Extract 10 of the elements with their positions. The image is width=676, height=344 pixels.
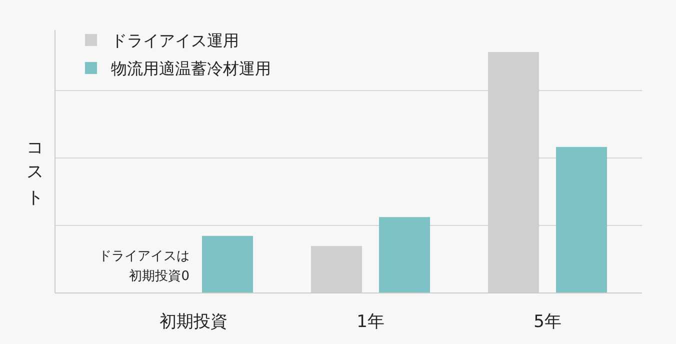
x-tick-label: 5年 xyxy=(534,312,562,332)
y-axis-title: コスト xyxy=(24,132,46,201)
bar xyxy=(202,236,253,293)
legend-label: ドライアイス運用 xyxy=(111,31,239,50)
x-tick-label: 1年 xyxy=(356,312,384,332)
bar xyxy=(379,217,430,293)
annotation: ドライアイスは初期投資0 xyxy=(98,248,190,286)
bar xyxy=(556,146,607,293)
legend-label: 物流用適温蓄冷材運用 xyxy=(111,59,271,78)
x-tick-label: 初期投資 xyxy=(160,312,228,332)
